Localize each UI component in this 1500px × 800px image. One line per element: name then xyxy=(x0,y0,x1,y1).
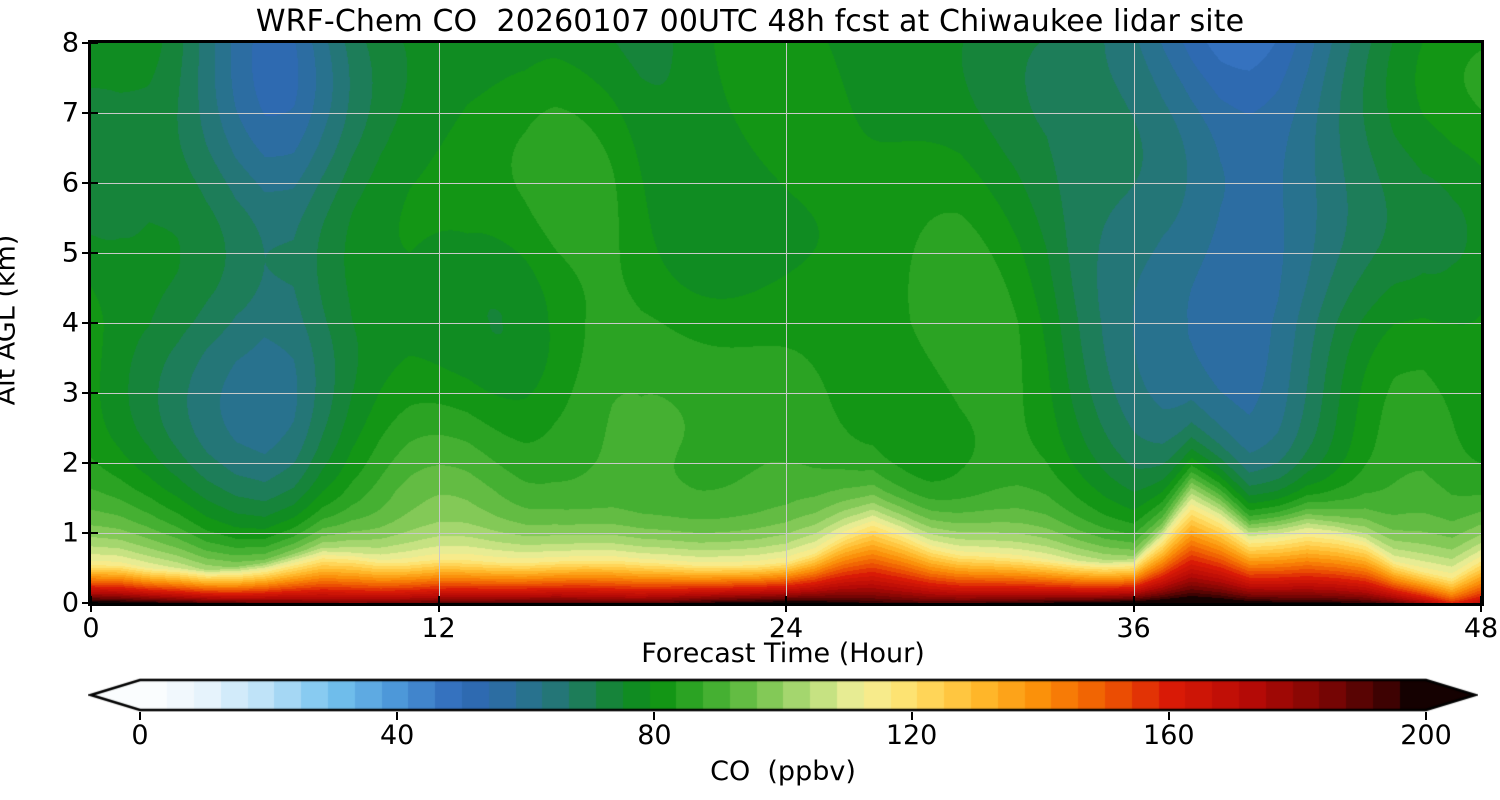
y-tick-inner xyxy=(91,252,98,254)
y-tick-label: 5 xyxy=(61,237,79,269)
figure-title: WRF-Chem CO 20260107 00UTC 48h fcst at C… xyxy=(255,4,1245,39)
x-tick xyxy=(437,603,440,612)
y-tick-label: 0 xyxy=(61,587,79,619)
y-tick-inner xyxy=(91,42,98,44)
x-tick-inner xyxy=(437,596,440,603)
x-tick-inner xyxy=(785,596,787,603)
colorbar: 0 40 80 120 160 200 xyxy=(88,678,1478,751)
y-tick xyxy=(82,112,91,114)
y-tick xyxy=(82,532,91,534)
x-axis-title: Forecast Time (Hour) xyxy=(641,638,925,669)
y-tick xyxy=(82,252,91,254)
colorbar-tick xyxy=(910,712,913,720)
y-tick-inner xyxy=(91,462,98,464)
x-tick xyxy=(90,603,92,612)
y-tick-label: 6 xyxy=(61,167,79,199)
x-tick-label: 48 xyxy=(1463,613,1499,644)
y-tick xyxy=(82,322,91,324)
y-tick xyxy=(82,392,91,394)
y-tick-label: 3 xyxy=(61,377,79,409)
y-tick xyxy=(82,602,91,604)
colorbar-tick-label: 160 xyxy=(1143,720,1195,751)
colorbar-tick-label: 40 xyxy=(380,720,415,751)
y-tick-inner xyxy=(91,322,98,324)
y-tick xyxy=(82,462,91,464)
x-tick-inner xyxy=(1132,596,1135,603)
y-tick-inner xyxy=(91,182,98,184)
y-tick-inner xyxy=(91,602,98,604)
colorbar-tick xyxy=(653,712,656,720)
x-tick-label: 36 xyxy=(1116,613,1151,644)
x-tick-label: 24 xyxy=(768,613,804,644)
colorbar-tick-label: 80 xyxy=(637,720,672,751)
colorbar-tick-label: 120 xyxy=(885,720,938,751)
x-tick xyxy=(1132,603,1135,612)
colorbar-title: CO (ppbv) xyxy=(710,756,856,787)
x-tick-inner xyxy=(1480,596,1482,603)
colorbar-tick xyxy=(139,712,141,720)
y-tick-inner xyxy=(91,532,98,534)
x-tick xyxy=(785,603,787,612)
y-tick-inner xyxy=(91,112,98,114)
colorbar-tick-label: 200 xyxy=(1400,720,1452,751)
y-tick xyxy=(82,182,91,184)
colorbar-tick-label: 0 xyxy=(131,720,149,751)
y-tick-label: 4 xyxy=(61,307,79,339)
y-tick-label: 8 xyxy=(61,27,79,59)
colorbar-gradient xyxy=(88,678,1478,712)
x-tick-inner xyxy=(90,596,92,603)
y-tick-label: 1 xyxy=(61,517,79,549)
co-contour-field xyxy=(91,43,1481,603)
y-tick xyxy=(82,42,91,44)
colorbar-tick xyxy=(1425,712,1427,720)
x-tick xyxy=(1480,603,1482,612)
colorbar-tick xyxy=(396,712,399,720)
x-tick-label: 12 xyxy=(421,613,456,644)
y-tick-label: 2 xyxy=(61,447,79,479)
y-axis-title: Alt AGL (km) xyxy=(0,234,22,406)
x-tick-label: 0 xyxy=(82,613,100,644)
y-tick-label: 7 xyxy=(61,97,79,129)
colorbar-tick xyxy=(1167,712,1170,720)
y-tick-inner xyxy=(91,392,98,394)
